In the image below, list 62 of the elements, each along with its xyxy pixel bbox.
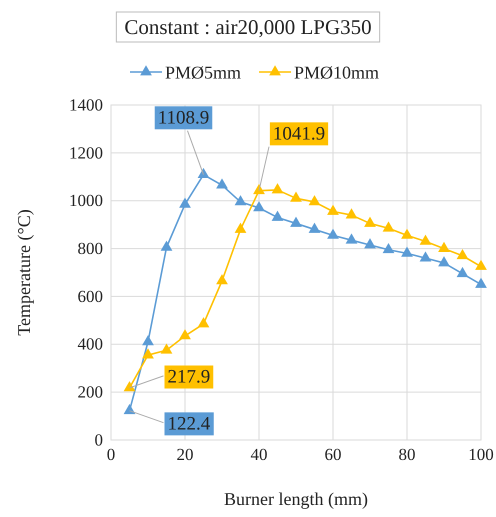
point [272, 210, 284, 221]
data-label: 217.9 [168, 366, 210, 388]
point [216, 178, 228, 189]
point [124, 381, 136, 392]
point [179, 198, 191, 208]
point [420, 251, 432, 262]
point [401, 228, 413, 239]
point [438, 256, 450, 266]
point [253, 184, 265, 194]
y-tick-label: 400 [78, 334, 103, 354]
x-tick-label: 20 [176, 445, 194, 464]
point [160, 240, 172, 251]
y-tick-label: 1200 [69, 143, 103, 162]
point [438, 242, 450, 252]
point [327, 204, 339, 215]
y-axis-title: Temperature (°C) [14, 209, 34, 336]
x-tick-label: 0 [106, 445, 116, 464]
y-tick-label: 800 [78, 239, 103, 258]
x-tick-label: 40 [250, 445, 268, 464]
point [420, 234, 432, 245]
point [308, 195, 320, 206]
point [142, 348, 154, 358]
point [382, 242, 394, 254]
data-label: 122.4 [168, 413, 211, 434]
point [401, 246, 413, 257]
point [253, 201, 265, 212]
point [475, 260, 487, 270]
legend-label: PMØ10mm [294, 62, 380, 82]
point [198, 317, 210, 328]
point [346, 233, 358, 244]
x-axis-title: Burner length (mm) [224, 489, 368, 509]
point [327, 228, 339, 239]
y-tick-label: 1400 [69, 95, 103, 114]
point [456, 248, 468, 260]
point [272, 183, 284, 194]
point [308, 222, 320, 233]
point [382, 221, 394, 232]
point [160, 343, 172, 354]
point [198, 168, 210, 178]
point [179, 329, 191, 340]
point [456, 266, 468, 278]
point [216, 274, 228, 284]
point [475, 278, 487, 288]
y-tick-label: 600 [78, 286, 103, 306]
x-tick-label: 100 [468, 445, 494, 464]
point [234, 222, 246, 233]
point [290, 192, 302, 202]
data-label: 1108.9 [158, 107, 210, 128]
x-tick-label: 60 [324, 445, 342, 464]
point [364, 216, 376, 227]
data-label: 1041.9 [272, 123, 326, 144]
y-tick-label: 0 [94, 430, 103, 450]
y-tick-label: 1000 [69, 191, 103, 210]
point [290, 216, 302, 227]
y-tick-label: 200 [78, 382, 103, 402]
point [234, 195, 246, 206]
point [142, 335, 154, 346]
point [364, 238, 376, 248]
chart-title: Constant : air20,000 LPG350 [124, 15, 372, 39]
legend-label: PMØ5mm [165, 62, 242, 82]
x-tick-label: 80 [398, 445, 416, 464]
point [346, 208, 358, 218]
